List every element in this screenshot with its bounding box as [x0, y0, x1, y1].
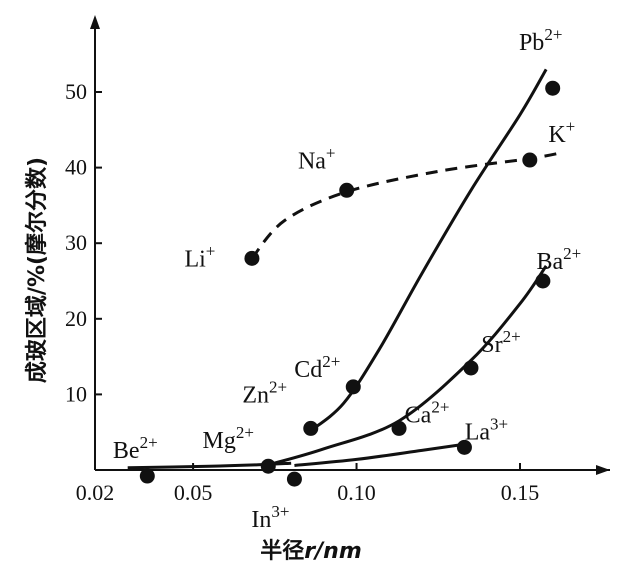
ion-symbol: Cd: [294, 357, 322, 383]
ion-label: Mg2+: [203, 423, 254, 454]
ion-label: Ba2+: [537, 244, 582, 275]
ion-label: Sr2+: [481, 327, 520, 358]
ion-symbol: Mg: [203, 428, 236, 454]
x-tick-label: 0.05: [174, 480, 213, 505]
x-tick-label: 0.10: [337, 480, 376, 505]
x-tick-label: 0.02: [76, 480, 115, 505]
y-tick-label: 30: [65, 230, 87, 255]
data-point: [522, 152, 538, 168]
ion-charge: +: [206, 241, 216, 260]
ion-symbol: Ca: [405, 402, 432, 428]
trend-curve: [127, 461, 292, 470]
ion-charge: +: [566, 117, 576, 136]
ion-symbol: Na: [298, 148, 326, 174]
x-axis-title: 半径r/nm: [260, 538, 362, 564]
data-point: [260, 458, 276, 474]
data-point: [286, 471, 302, 487]
ion-symbol: Ba: [537, 249, 564, 275]
ion-charge: 2+: [322, 352, 340, 371]
trend-curve: [271, 265, 548, 466]
ion-charge: 2+: [503, 327, 521, 346]
data-point: [391, 420, 407, 436]
data-point: [545, 80, 561, 96]
ion-label: La3+: [465, 414, 508, 445]
ion-symbol: Li: [184, 246, 206, 272]
data-point: [345, 379, 361, 395]
ion-label: K+: [548, 117, 575, 148]
ion-label: Ca2+: [405, 397, 450, 428]
ion-label: Zn2+: [242, 377, 287, 408]
ion-charge: 2+: [544, 25, 562, 44]
data-point: [463, 360, 479, 376]
ion-symbol: In: [251, 507, 271, 533]
ion-charge: 3+: [490, 414, 508, 433]
y-tick-label: 20: [65, 306, 87, 331]
ion-label: Na+: [298, 143, 336, 174]
ion-symbol: K: [548, 122, 566, 148]
x-tick-label: 0.15: [501, 480, 540, 505]
x-axis-title-unit: /nm: [312, 539, 362, 564]
ion-charge: 2+: [431, 397, 449, 416]
ion-charge: 2+: [269, 377, 287, 396]
data-labels: Li+Na+K+Pb2+Cd2+Zn2+Ba2+Sr2+Ca2+La3+Mg2+…: [113, 25, 581, 533]
y-tick-label: 40: [65, 155, 87, 180]
data-point: [456, 439, 472, 455]
axes: 10 20 30 40 50 0.02 0.05 0.10 0.15: [65, 15, 610, 505]
ion-label: In3+: [251, 502, 289, 533]
data-point: [339, 182, 355, 198]
ion-label: Li+: [184, 241, 215, 272]
y-tick-label: 50: [65, 79, 87, 104]
data-point: [303, 420, 319, 436]
data-point: [139, 468, 155, 484]
y-axis-arrow: [90, 15, 100, 29]
x-axis-title-prefix: 半径: [260, 538, 304, 564]
ion-symbol: Be: [113, 438, 140, 464]
trend-curve: [294, 442, 465, 467]
trend-curve: [309, 68, 548, 432]
y-axis-title: 成玻区域/%(摩尔分数): [24, 157, 50, 383]
ion-label: Pb2+: [519, 25, 562, 56]
ion-charge: 2+: [140, 433, 158, 452]
ion-charge: 2+: [236, 423, 254, 442]
y-tick-label: 10: [65, 381, 87, 406]
ion-label: Cd2+: [294, 352, 340, 383]
ion-charge: +: [326, 143, 336, 162]
data-point: [244, 250, 260, 266]
data-points: [139, 80, 561, 487]
x-axis-title-var: r: [304, 539, 316, 564]
ion-symbol: Zn: [242, 382, 269, 408]
ion-charge: 2+: [563, 244, 581, 263]
ion-label: Be2+: [113, 433, 158, 464]
ion-symbol: Pb: [519, 30, 544, 56]
ion-symbol: Sr: [481, 332, 502, 358]
x-axis-arrow: [596, 465, 610, 475]
ion-charge: 3+: [271, 502, 289, 521]
data-point: [535, 273, 551, 289]
ion-symbol: La: [465, 419, 491, 445]
